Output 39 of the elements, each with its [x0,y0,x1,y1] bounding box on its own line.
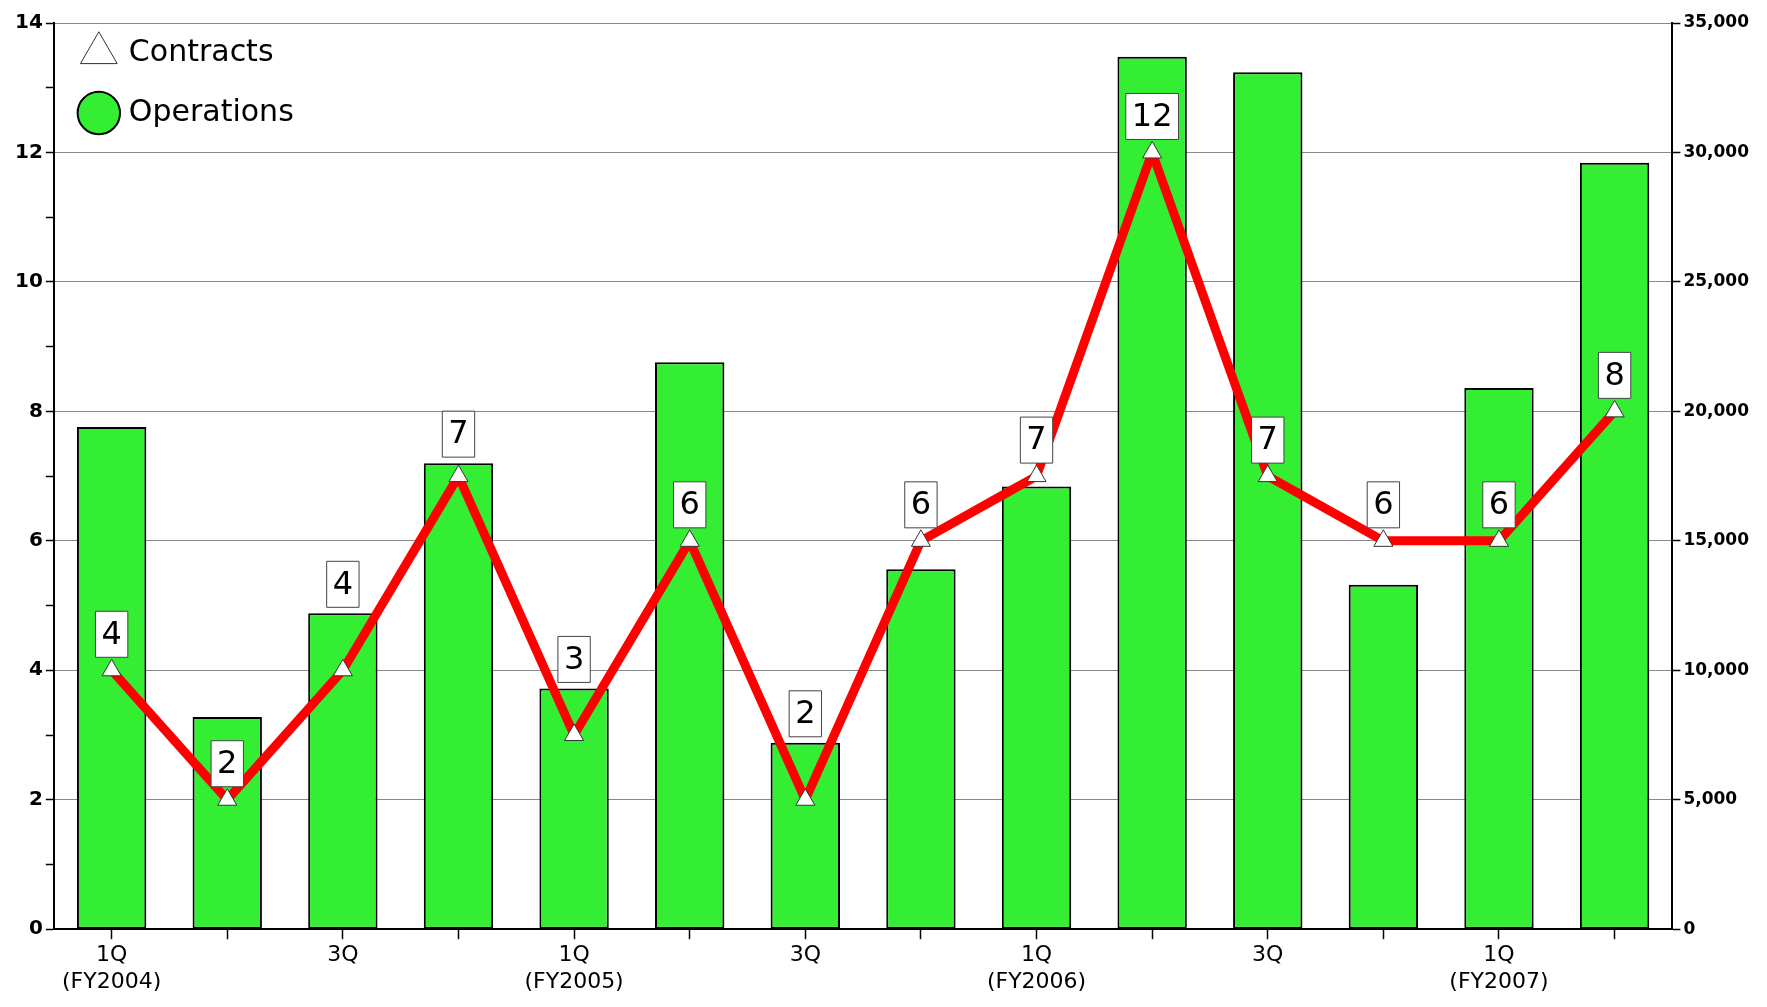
x-tick-label: 3Q [327,941,359,967]
y2-tick-label: 35,000 [1683,11,1750,32]
data-label: 6 [679,484,700,523]
y2-tick-label: 25,000 [1683,270,1750,291]
y2-tick-label: 15,000 [1683,529,1750,550]
data-label: 3 [563,638,585,677]
data-label: 6 [1488,484,1510,523]
y-tick-label: 4 [28,656,43,681]
legend-label: Contracts [128,32,274,68]
x-tick-label: 1Q (FY2007) [1449,941,1549,993]
x-tick-label: 1Q (FY2005) [524,941,624,993]
y2-tick-label: 10,000 [1683,658,1750,679]
y-tick-label: 14 [14,9,43,34]
y-tick-label: 2 [28,785,43,810]
x-tick-label: 3Q [1252,941,1284,967]
data-label: 7 [1026,419,1047,458]
y2-tick-label: 0 [1683,917,1696,938]
legend-label: Operations [128,92,294,128]
y-tick-label: 0 [28,915,43,940]
data-label: 8 [1604,354,1625,393]
data-label: 7 [448,413,469,452]
data-label: 4 [332,563,354,602]
data-label: 6 [910,484,932,523]
data-label: 2 [217,743,238,782]
y-tick-label: 8 [28,397,43,422]
y2-tick-label: 5,000 [1683,788,1738,809]
data-label: 2 [795,693,816,732]
y-tick-label: 10 [14,268,43,293]
data-label: 12 [1131,95,1173,134]
x-tick-label: 1Q (FY2006) [986,941,1087,993]
x-tick-label: 3Q [789,941,821,967]
data-label: 4 [101,613,122,652]
x-tick-label: 1Q (FY2004) [62,941,162,993]
y-tick-label: 12 [14,138,43,163]
data-label: 7 [1257,419,1278,458]
y2-tick-label: 20,000 [1683,399,1750,420]
data-label: 6 [1373,484,1394,523]
y-tick-label: 6 [28,527,43,552]
y2-tick-label: 30,000 [1683,140,1750,161]
